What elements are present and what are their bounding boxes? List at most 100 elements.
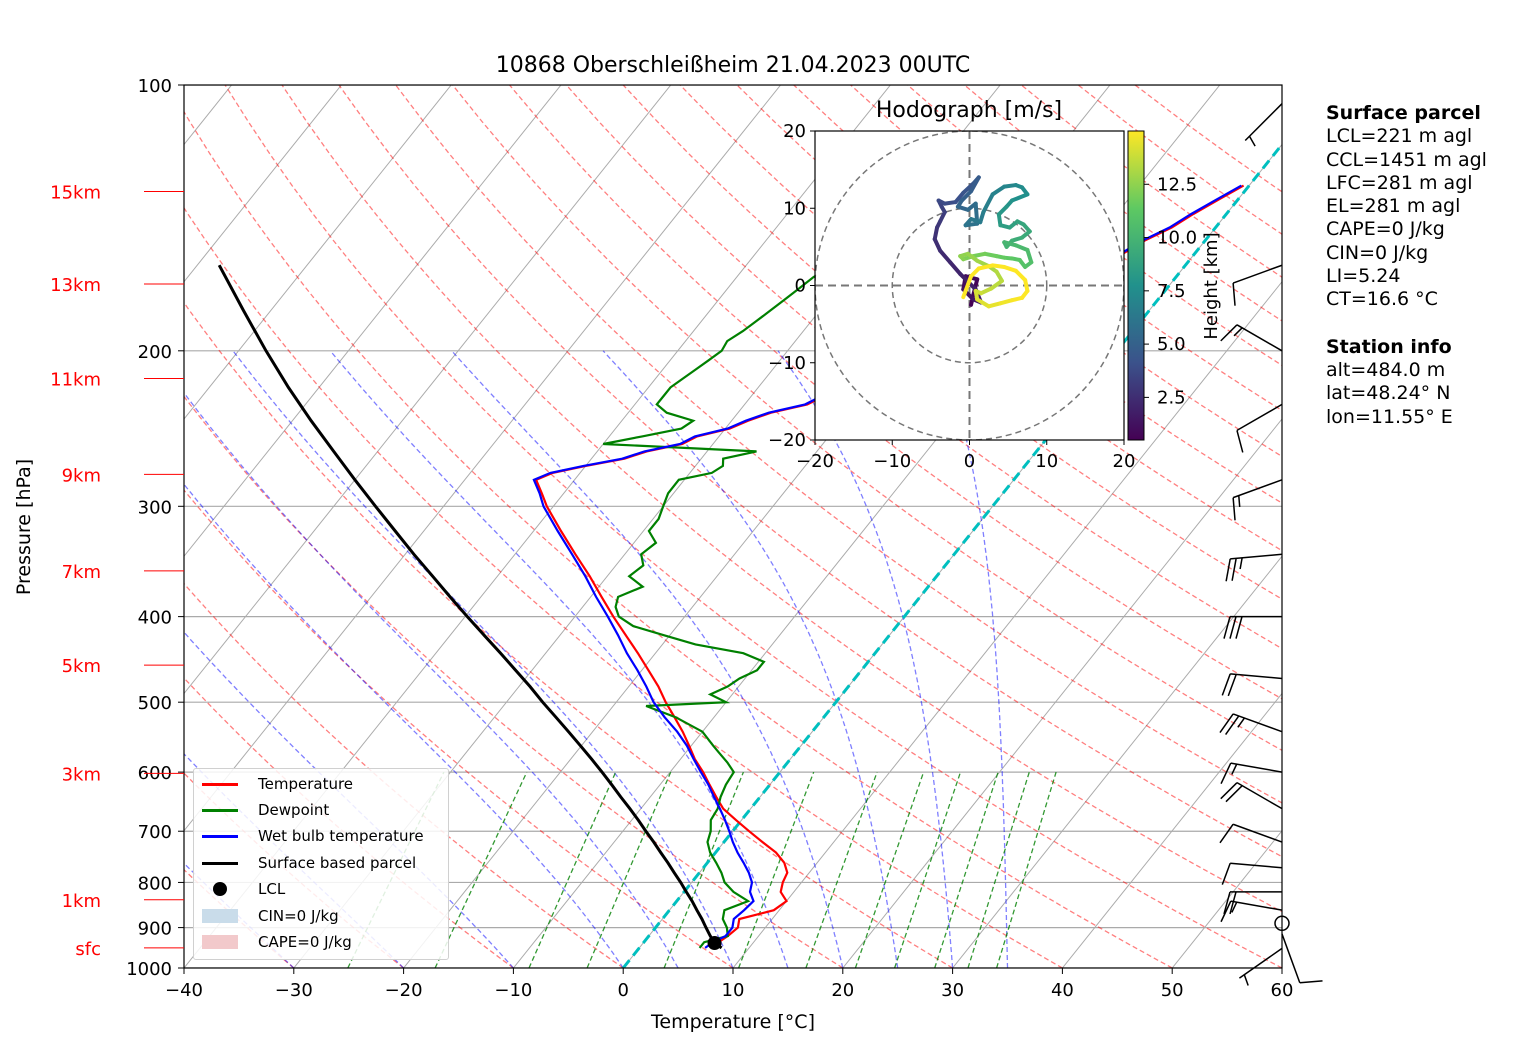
chart-title: 10868 Oberschleißheim 21.04.2023 00UTC xyxy=(496,53,971,78)
colorbar-tick-label: 12.5 xyxy=(1157,174,1197,195)
barb-staff xyxy=(1230,862,1283,869)
wind-barb xyxy=(1274,915,1290,932)
barb-staff xyxy=(1238,947,1283,979)
hodograph-segment xyxy=(989,278,1004,291)
hodograph-segment xyxy=(1013,268,1028,283)
hodograph-segment xyxy=(932,237,943,253)
isotherm xyxy=(184,85,562,558)
barb-flag xyxy=(1229,891,1237,915)
barb-half-flag xyxy=(1231,763,1238,775)
y-tick-label: 100 xyxy=(138,76,172,97)
colorbar-tick-label: 5.0 xyxy=(1157,334,1186,355)
lcl-value: LCL=221 m agl xyxy=(1326,125,1473,148)
hodo-x-tick-label: −10 xyxy=(873,451,911,472)
barb-flag xyxy=(1236,430,1244,453)
mixing-ratio-line xyxy=(995,771,1057,968)
isotherm xyxy=(952,555,1282,968)
hodograph-segment xyxy=(969,175,981,194)
barb-staff xyxy=(1232,479,1283,499)
dry-adiabat xyxy=(793,85,1282,458)
y-tick-label: 700 xyxy=(138,822,172,843)
station-alt: alt=484.0 m xyxy=(1326,358,1446,381)
dry-adiabat xyxy=(184,677,514,968)
hodograph-title: Hodograph [m/s] xyxy=(876,98,1062,123)
ccl-value: CCL=1451 m agl xyxy=(1326,148,1487,171)
dry-adiabat xyxy=(184,582,624,968)
legend-label: CAPE=0 J/kg xyxy=(258,933,352,951)
isotherm xyxy=(1062,692,1282,968)
barb-half-flag xyxy=(1231,901,1238,913)
wind-barb xyxy=(1238,947,1283,986)
wind-barb xyxy=(1232,479,1283,521)
isotherm xyxy=(842,418,1282,968)
height-label: 9km xyxy=(62,465,101,486)
y-tick-label: 300 xyxy=(138,497,172,518)
mixing-ratio-line xyxy=(663,771,745,968)
barb-flag xyxy=(1220,900,1232,923)
isotherm xyxy=(732,280,1282,968)
mixing-ratio-line xyxy=(434,771,528,968)
wind-barb xyxy=(1220,762,1283,785)
wind-barb xyxy=(1220,324,1283,352)
wind-barb xyxy=(1221,862,1283,885)
barb-staff xyxy=(1232,713,1283,733)
wind-barb xyxy=(1223,615,1282,639)
chart-legend: Temperature Dewpoint Wet bulb temperatur… xyxy=(193,768,449,960)
wind-barb xyxy=(1220,900,1283,923)
hodograph: Hodograph [m/s] −20−20 −10 −10 0 0 10 10 20 20 2… xyxy=(768,98,1222,472)
barb-flag xyxy=(1223,891,1231,915)
height-label: 7km xyxy=(62,562,101,583)
hodo-x-tick-label: 10 xyxy=(1035,451,1058,472)
hodo-x-tick-label: 0 xyxy=(964,451,975,472)
barb-flag xyxy=(1219,823,1234,844)
moist-adiabat xyxy=(232,350,734,968)
barb-half-flag xyxy=(1239,557,1243,570)
mixing-ratio-line xyxy=(967,771,1030,968)
barb-flag xyxy=(1221,862,1231,885)
isotherm xyxy=(0,85,12,968)
x-tick-label: 0 xyxy=(617,980,628,1001)
wind-barb xyxy=(1281,933,1323,984)
barb-flag xyxy=(1229,616,1237,639)
info-panel: Surface parcel LCL=221 m agl CCL=1451 m … xyxy=(1326,102,1487,429)
barb-flag xyxy=(1219,713,1234,733)
legend-label: Temperature xyxy=(258,775,354,793)
series-dewpoint xyxy=(602,184,954,949)
legend-item-wetbulb: Wet bulb temperature xyxy=(202,825,424,847)
y-tick-label: 900 xyxy=(138,919,172,940)
surface-parcel-heading: Surface parcel xyxy=(1326,102,1481,124)
height-label: 11km xyxy=(50,370,101,391)
barb-flag xyxy=(1220,782,1238,800)
x-tick-label: 40 xyxy=(1051,980,1074,1001)
barb-staff xyxy=(1281,933,1301,984)
mixing-ratio-line xyxy=(737,771,815,968)
dry-adiabat xyxy=(736,85,1282,504)
barb-staff xyxy=(1230,762,1283,773)
moist-adiabat xyxy=(940,350,1009,968)
legend-item-parcel: Surface based parcel xyxy=(202,852,416,874)
height-label: 13km xyxy=(50,275,101,296)
dry-adiabat xyxy=(281,85,1282,913)
x-tick-label: −40 xyxy=(165,980,203,1001)
barb-flag xyxy=(1227,674,1237,697)
barb-flag xyxy=(1225,558,1231,582)
barb-staff xyxy=(1236,324,1283,352)
barb-flag xyxy=(1235,616,1243,639)
hodograph-segment xyxy=(1025,247,1034,265)
hodograph-segment xyxy=(1009,192,1030,203)
hodograph-segment xyxy=(953,190,966,205)
barb-flag xyxy=(1220,762,1232,785)
mixing-ratio-line xyxy=(528,771,617,968)
colorbar-tick-label: 2.5 xyxy=(1157,387,1186,408)
isotherm xyxy=(184,85,672,695)
hodograph-segment xyxy=(961,274,974,300)
barb-flag xyxy=(1231,558,1237,581)
mixing-ratio-line xyxy=(854,771,925,968)
x-axis-label: Temperature [°C] xyxy=(650,1011,815,1033)
barb-flag xyxy=(1232,282,1236,306)
barb-half-flag xyxy=(1248,135,1256,147)
wind-barb xyxy=(1223,891,1282,915)
legend-item-temperature: Temperature xyxy=(202,773,353,795)
x-tick-label: 10 xyxy=(722,980,745,1001)
